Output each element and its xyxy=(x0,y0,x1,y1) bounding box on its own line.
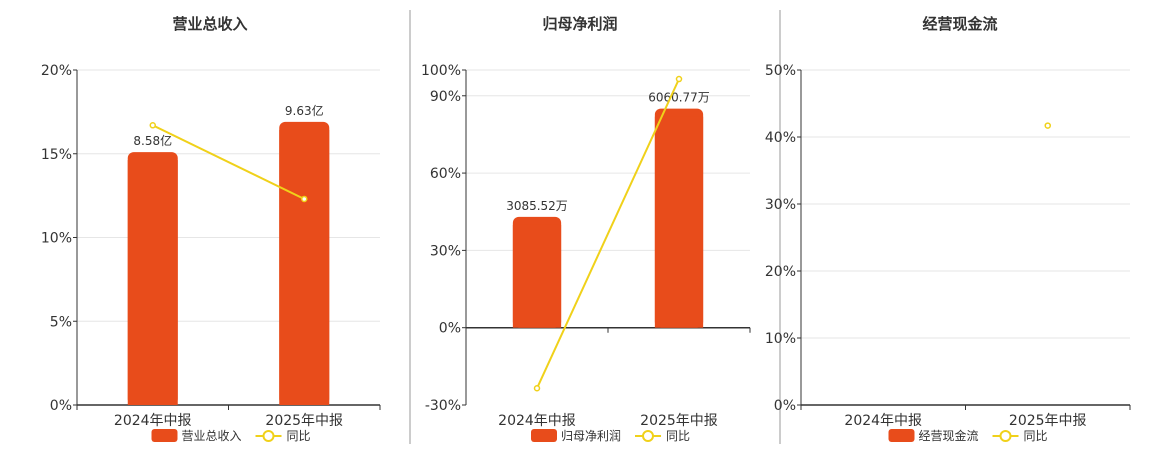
chart-panel: 营业总收入 0% 5% 10% 15% 20% 2024年中报 2025年中报 8.58亿 9.6… xyxy=(41,15,381,443)
bar-base xyxy=(127,160,178,405)
y-tick-label: 0% xyxy=(774,398,796,414)
legend: 营业总收入 同比 xyxy=(151,429,311,443)
legend-bar-label: 经营现金流 xyxy=(919,428,979,443)
legend-line-label: 同比 xyxy=(666,429,690,443)
y-tick-label: 30% xyxy=(430,243,461,259)
legend-bar-label: 归母净利润 xyxy=(561,429,621,443)
y-tick-label: 0% xyxy=(50,398,72,414)
x-tick-label: 2025年中报 xyxy=(640,413,718,429)
y-tick-label: 10% xyxy=(765,331,796,347)
y-tick-label: 15% xyxy=(41,147,72,163)
legend: 归母净利润 同比 xyxy=(531,429,690,443)
y-tick-label: -30% xyxy=(425,398,461,414)
chart-title: 归母净利润 xyxy=(542,15,617,33)
x-tick-label: 2024年中报 xyxy=(114,413,192,429)
line-point xyxy=(1044,122,1051,129)
legend-bar-label: 营业总收入 xyxy=(182,429,242,443)
bar-data-label: 9.63亿 xyxy=(285,103,324,118)
x-tick-label: 2025年中报 xyxy=(1009,413,1087,429)
y-tick-label: 40% xyxy=(765,130,796,146)
y-tick-label: 50% xyxy=(765,63,796,79)
line-series xyxy=(152,124,305,200)
line-point xyxy=(533,385,541,392)
y-tick-label: 100% xyxy=(421,63,461,79)
bar-data-label: 3085.52万 xyxy=(506,199,568,213)
legend-line-label: 同比 xyxy=(287,429,311,443)
chart-title: 经营现金流 xyxy=(922,15,997,33)
x-tick-label: 2025年中报 xyxy=(265,413,343,429)
x-tick-label: 2024年中报 xyxy=(498,413,576,429)
chart-title: 营业总收入 xyxy=(172,15,247,33)
x-tick-label: 2024年中报 xyxy=(844,413,922,429)
legend: 经营现金流 同比 xyxy=(888,428,1048,443)
line-series xyxy=(536,78,680,389)
legend-bar-swatch xyxy=(888,429,915,442)
y-tick-label: 20% xyxy=(765,264,796,280)
chart-panel: 归母净利润 -30% 0% 30% 60% 90% 100% 2024年中报 2025年中报 30… xyxy=(421,15,751,443)
y-tick-label: 30% xyxy=(765,197,796,213)
bar-base xyxy=(654,116,704,328)
legend-line-marker xyxy=(999,430,1012,442)
legend-line-marker xyxy=(642,430,654,442)
bar-base xyxy=(279,129,330,406)
line-point xyxy=(675,75,683,83)
legend-line-marker xyxy=(262,430,275,442)
y-tick-label: 0% xyxy=(439,321,461,337)
bar-data-label: 6060.77万 xyxy=(648,91,710,105)
y-tick-label: 10% xyxy=(41,231,72,247)
y-tick-label: 20% xyxy=(41,63,72,79)
legend-bar-swatch xyxy=(151,429,178,442)
y-tick-label: 60% xyxy=(430,166,461,182)
bar-base xyxy=(512,224,562,328)
legend-bar-swatch xyxy=(531,429,557,442)
line-point xyxy=(149,122,156,129)
legend-line-label: 同比 xyxy=(1024,429,1048,443)
y-tick-label: 5% xyxy=(50,314,72,330)
y-tick-label: 90% xyxy=(430,89,461,105)
bar-data-label: 8.58亿 xyxy=(133,133,172,148)
line-point xyxy=(301,195,308,203)
